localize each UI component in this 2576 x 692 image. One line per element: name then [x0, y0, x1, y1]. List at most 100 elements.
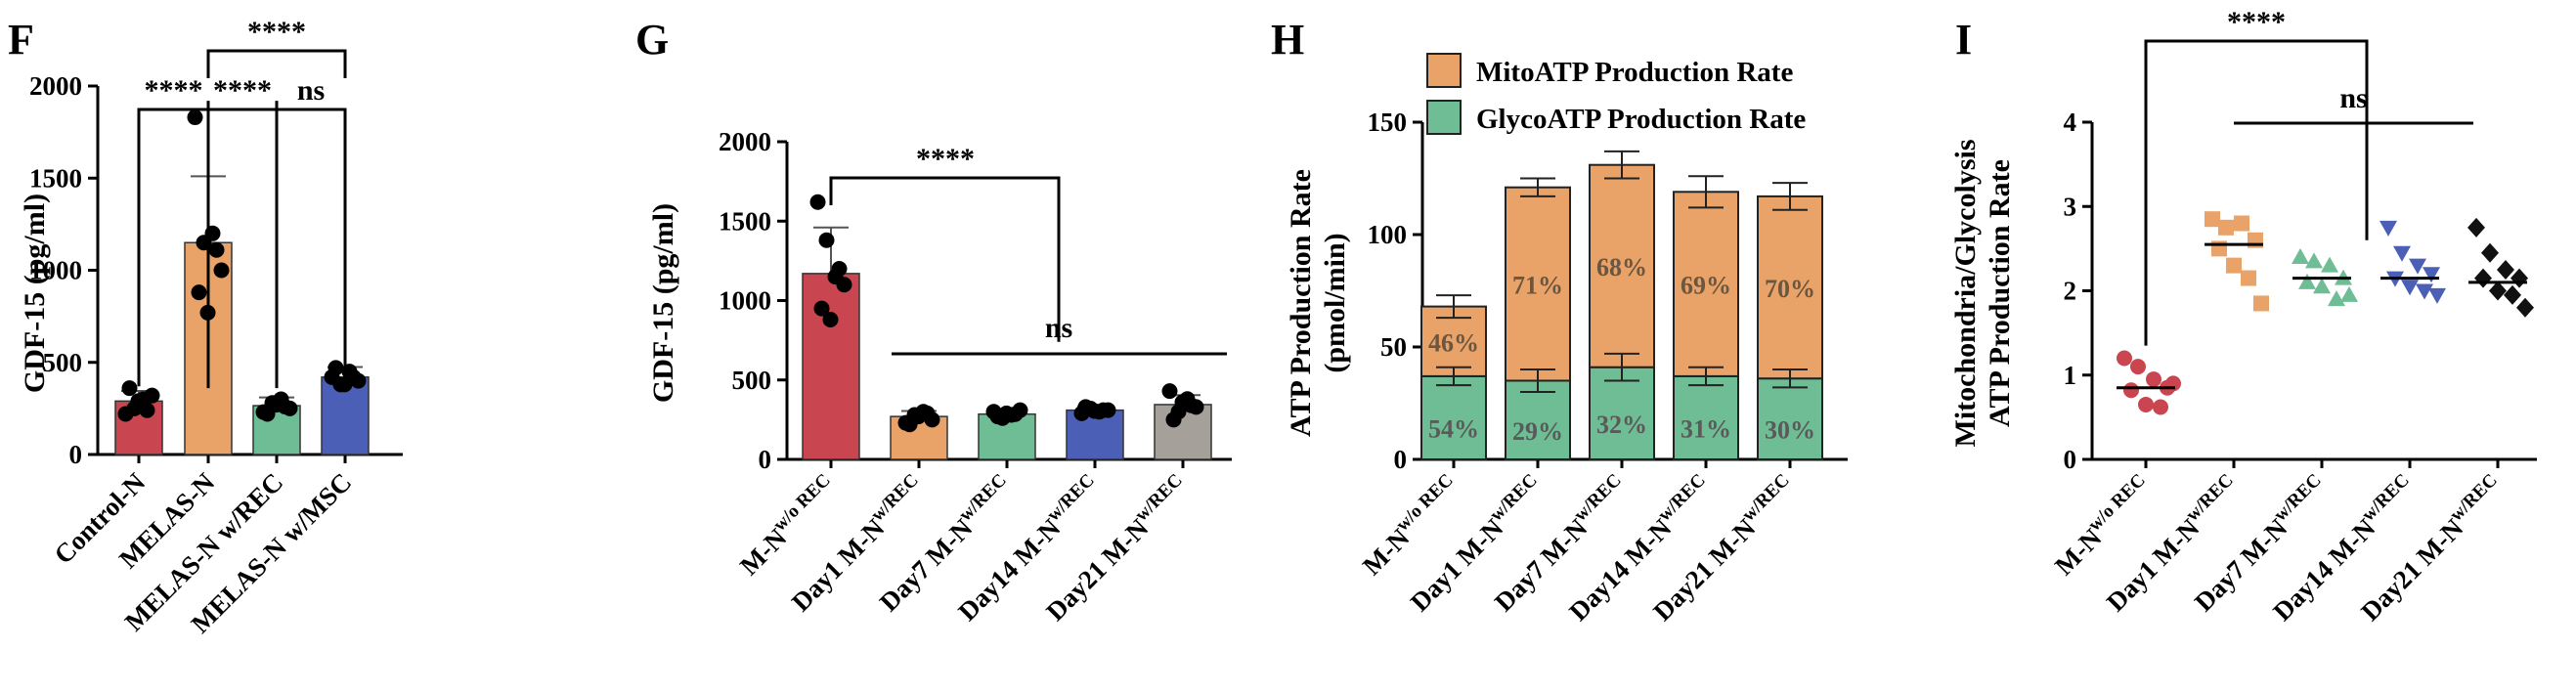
significance-label-f: **** — [213, 74, 272, 107]
significance-bracket-f — [275, 101, 347, 389]
data-point-i — [2153, 399, 2168, 415]
data-point-f — [144, 387, 160, 404]
legend-swatch-glyco — [1426, 100, 1462, 135]
significance-label-g: **** — [916, 143, 975, 175]
data-point-f — [213, 262, 230, 279]
data-point-i — [2313, 278, 2331, 294]
y-tick-label-g: 1000 — [719, 286, 771, 316]
bar-h-glyco — [1589, 366, 1655, 461]
data-point-i — [2205, 211, 2220, 228]
data-point-i — [2241, 270, 2256, 286]
significance-bracket-g — [829, 176, 1061, 342]
data-point-i — [2474, 268, 2492, 288]
legend-label-mito: MitoATP Production Rate — [1476, 57, 1793, 88]
data-point-f — [345, 368, 362, 385]
y-tick-label-h: 150 — [1368, 108, 1408, 137]
x-label-superscript: w/REC — [1043, 470, 1099, 526]
significance-bracket-i — [2144, 39, 2369, 346]
x-label-superscript: w/o REC — [2084, 470, 2150, 536]
x-label-superscript: w/REC — [2270, 470, 2326, 526]
significance-bracket-f — [137, 108, 210, 389]
data-point-f — [121, 380, 138, 397]
significance-label-g: ns — [1045, 312, 1072, 344]
data-point-i — [2401, 280, 2419, 296]
data-point-i — [2516, 297, 2534, 318]
y-tick-label-i: 3 — [2064, 192, 2077, 221]
percent-label-glyco: 32% — [1596, 411, 1647, 439]
percent-label-mito: 71% — [1512, 272, 1563, 300]
data-point-g — [822, 312, 839, 327]
x-tick-label-h: Day14 M-Nw/REC — [1561, 470, 1718, 627]
y-tick-label-f: 0 — [69, 440, 83, 469]
y-tick-label-g: 0 — [759, 445, 772, 474]
percent-label-glyco: 54% — [1428, 414, 1479, 443]
data-point-f — [208, 241, 225, 258]
ylabel-h-line1: ATP Production Rate — [1285, 169, 1317, 437]
y-tick-label-i: 1 — [2064, 361, 2077, 390]
legend-swatch-mito — [1426, 53, 1462, 88]
data-point-i — [2340, 285, 2358, 302]
ylabel-i-line2: ATP Production Rate — [1984, 159, 2016, 427]
ylabel-g: GDF-15 (pg/ml) — [647, 203, 679, 403]
percent-label-mito: 69% — [1681, 272, 1731, 300]
data-point-i — [2504, 284, 2521, 305]
data-point-i — [2253, 295, 2269, 312]
y-tick-label-f: 1500 — [29, 163, 82, 193]
bar-h-mito — [1505, 186, 1571, 382]
x-label-superscript: w/REC — [955, 470, 1011, 526]
x-label-base: Day1 M-N — [2101, 512, 2205, 617]
y-tick-label-i: 0 — [2064, 445, 2077, 474]
x-tick-label-h: Day21 M-Nw/REC — [1645, 470, 1802, 627]
y-tick-label-h: 50 — [1380, 332, 1407, 362]
x-label-superscript: w/REC — [2446, 470, 2502, 526]
x-label-superscript: w/REC — [1570, 470, 1626, 526]
data-point-i — [2380, 220, 2397, 237]
data-point-i — [2511, 268, 2528, 288]
data-point-g — [1165, 411, 1182, 428]
x-label-base: Day1 M-N — [786, 512, 891, 617]
percent-label-mito: 46% — [1428, 328, 1479, 357]
data-point-i — [2292, 248, 2309, 264]
panel-label-i: I — [1955, 16, 1972, 64]
x-label-superscript: w/REC — [2182, 470, 2238, 526]
data-point-g — [809, 194, 826, 210]
ylabel-f: GDF-15 (pg/ml) — [19, 194, 51, 393]
bar-h-mito — [1673, 191, 1739, 377]
bar-h-glyco — [1673, 374, 1739, 460]
y-tick-label-g: 2000 — [719, 127, 771, 156]
panel-g: G GDF-15 (pg/ml) 0500100015002000M-Nw/o … — [635, 16, 1232, 627]
data-point-i — [2423, 267, 2440, 283]
data-point-i — [2328, 290, 2345, 307]
data-point-g — [836, 277, 852, 293]
x-label-superscript: w/REC — [867, 470, 923, 526]
percent-label-glyco: 29% — [1512, 417, 1563, 446]
y-tick-label-h: 0 — [1394, 445, 1408, 474]
data-point-i — [2305, 252, 2323, 269]
y-tick-label-f: 1000 — [29, 256, 82, 285]
panel-label-g: G — [635, 16, 669, 64]
bar-g — [802, 273, 860, 460]
percent-label-mito: 70% — [1765, 275, 1815, 303]
bar-h-glyco — [1505, 379, 1571, 460]
data-point-i — [2146, 371, 2161, 388]
data-point-g — [1007, 406, 1024, 422]
panel-h: H ATP Production Rate (pmol/min) 0 50 100 1… — [1271, 16, 1848, 627]
data-point-i — [2138, 396, 2154, 412]
data-point-f — [139, 402, 155, 418]
data-point-i — [2234, 215, 2249, 232]
data-point-i — [2393, 245, 2411, 262]
data-point-i — [2428, 287, 2446, 304]
data-point-i — [2481, 242, 2499, 263]
data-point-i — [2117, 350, 2132, 367]
data-point-g — [818, 232, 835, 248]
data-point-i — [2130, 359, 2146, 375]
x-label-superscript: w/REC — [2358, 470, 2414, 526]
panel-label-f: F — [8, 16, 34, 64]
data-point-i — [2497, 259, 2514, 280]
data-point-g — [1095, 402, 1112, 418]
y-tick-label-i: 4 — [2064, 108, 2077, 137]
data-point-i — [2489, 281, 2507, 301]
significance-label-i: ns — [2339, 82, 2367, 114]
y-tick-label-f: 2000 — [29, 71, 82, 101]
